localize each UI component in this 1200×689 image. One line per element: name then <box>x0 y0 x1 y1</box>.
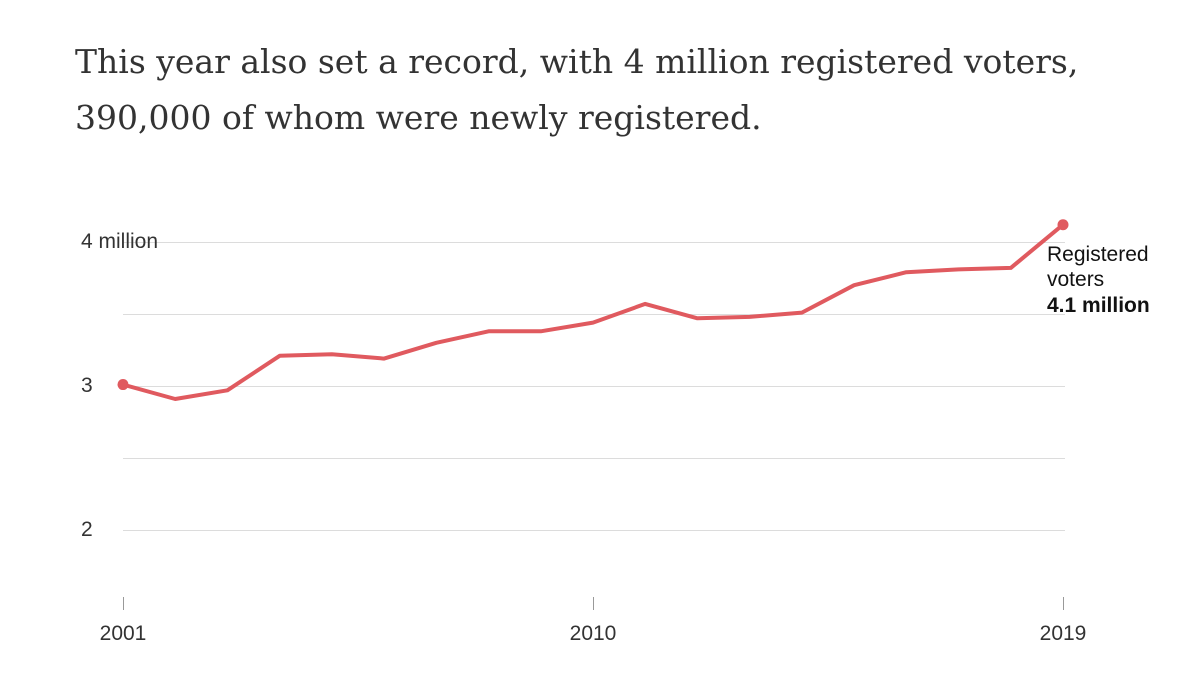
x-axis: 2001 2010 2019 <box>100 597 1087 645</box>
y-tick-label: 2 <box>81 518 93 541</box>
start-point-marker <box>117 379 129 391</box>
series-line-registered-voters <box>121 222 1065 401</box>
end-point-marker <box>1057 219 1069 231</box>
x-tick-label: 2001 <box>100 622 147 645</box>
x-tick-label: 2019 <box>1040 622 1087 645</box>
y-tick-label: 3 <box>81 374 93 397</box>
x-tick-label: 2010 <box>570 622 617 645</box>
grid-layer <box>123 242 1065 531</box>
annotation-series-name-line-1: Registered <box>1047 243 1149 266</box>
endpoint-annotation: Registered voters 4.1 million <box>1047 243 1150 317</box>
chart-headline: This year also set a record, with 4 mill… <box>75 34 1135 146</box>
headline-line-2: 390,000 of whom were newly registered. <box>75 98 762 137</box>
y-tick-label: 4 million <box>81 230 158 253</box>
y-axis-labels: 4 million 3 2 <box>81 230 158 541</box>
headline-line-1: This year also set a record, with 4 mill… <box>75 42 1079 81</box>
series-layer <box>117 219 1069 401</box>
annotation-series-name-line-2: voters <box>1047 268 1104 291</box>
annotation-value-label: 4.1 million <box>1047 294 1150 317</box>
